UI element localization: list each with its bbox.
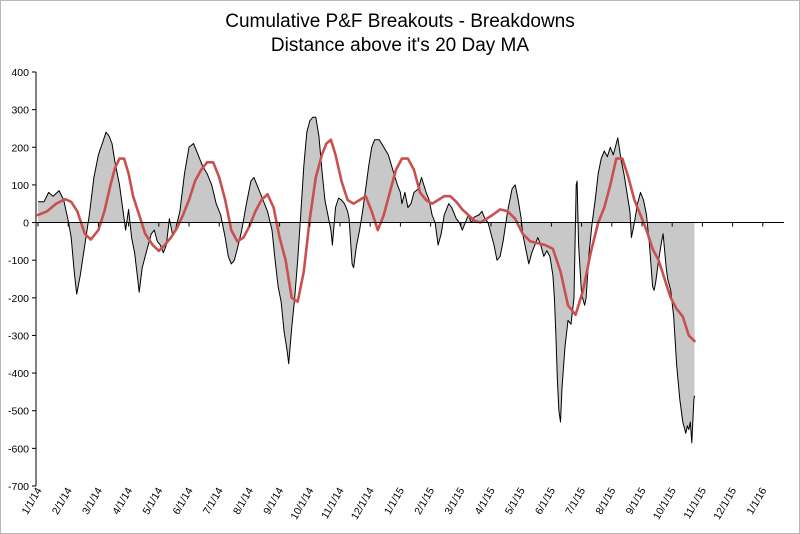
y-tick-label: 200 [11, 142, 29, 154]
x-tick-label: 12/1/14 [349, 485, 377, 521]
x-tick-label: 11/1/15 [681, 485, 709, 521]
x-tick-label: 9/1/14 [261, 485, 286, 516]
x-tick-label: 3/1/15 [442, 485, 467, 516]
y-axis-ticks: 400 300 200 100 0 -100 -200 -300 -400 -500 -600 -70… [8, 67, 36, 493]
x-tick-label: 3/1/14 [80, 485, 105, 516]
x-tick-label: 5/1/15 [503, 485, 528, 516]
y-tick-label: -400 [8, 368, 29, 380]
series-group [36, 116, 696, 444]
y-tick-label: -600 [8, 443, 29, 455]
x-tick-label: 6/1/14 [171, 485, 196, 516]
x-tick-label: 2/1/15 [412, 485, 437, 516]
x-tick-label: 7/1/15 [563, 485, 588, 516]
x-tick-label: 8/1/14 [231, 485, 256, 516]
x-tick-label: 4/1/14 [110, 485, 135, 516]
y-tick-label: 300 [11, 105, 29, 117]
x-tick-label: 4/1/15 [473, 485, 498, 516]
x-tick-label: 6/1/15 [533, 485, 558, 516]
y-tick-label: -700 [8, 481, 29, 493]
y-tick-label: 0 [23, 218, 29, 230]
x-tick-label: 7/1/14 [201, 485, 226, 516]
x-tick-label: 9/1/15 [624, 485, 649, 516]
axes [35, 72, 784, 486]
x-tick-label: 10/1/14 [288, 485, 316, 521]
x-tick-label: 2/1/14 [50, 485, 75, 516]
y-tick-label: -300 [8, 330, 29, 342]
x-tick-label: 5/1/14 [140, 485, 165, 516]
chart-subtitle: Distance above it's 20 Day MA [270, 35, 530, 56]
y-tick-label: -100 [8, 255, 29, 267]
series-line-20-day-ma [36, 138, 696, 343]
y-tick-label: 100 [11, 180, 29, 192]
chart-title: Cumulative P&F Breakouts - Breakdowns [225, 11, 575, 32]
x-tick-label: 12/1/15 [711, 485, 739, 521]
y-tick-label: -500 [8, 406, 29, 418]
y-tick-label: -200 [8, 293, 29, 305]
x-tick-label: 11/1/14 [319, 485, 347, 521]
x-tick-label: 10/1/15 [651, 485, 679, 521]
series-line-distance [38, 116, 695, 444]
x-tick-label: 1/1/16 [744, 485, 769, 516]
series-area-fill [38, 117, 695, 443]
x-tick-label: 1/1/15 [382, 485, 407, 516]
y-tick-label: 400 [11, 67, 29, 79]
x-tick-label: 8/1/15 [593, 485, 618, 516]
